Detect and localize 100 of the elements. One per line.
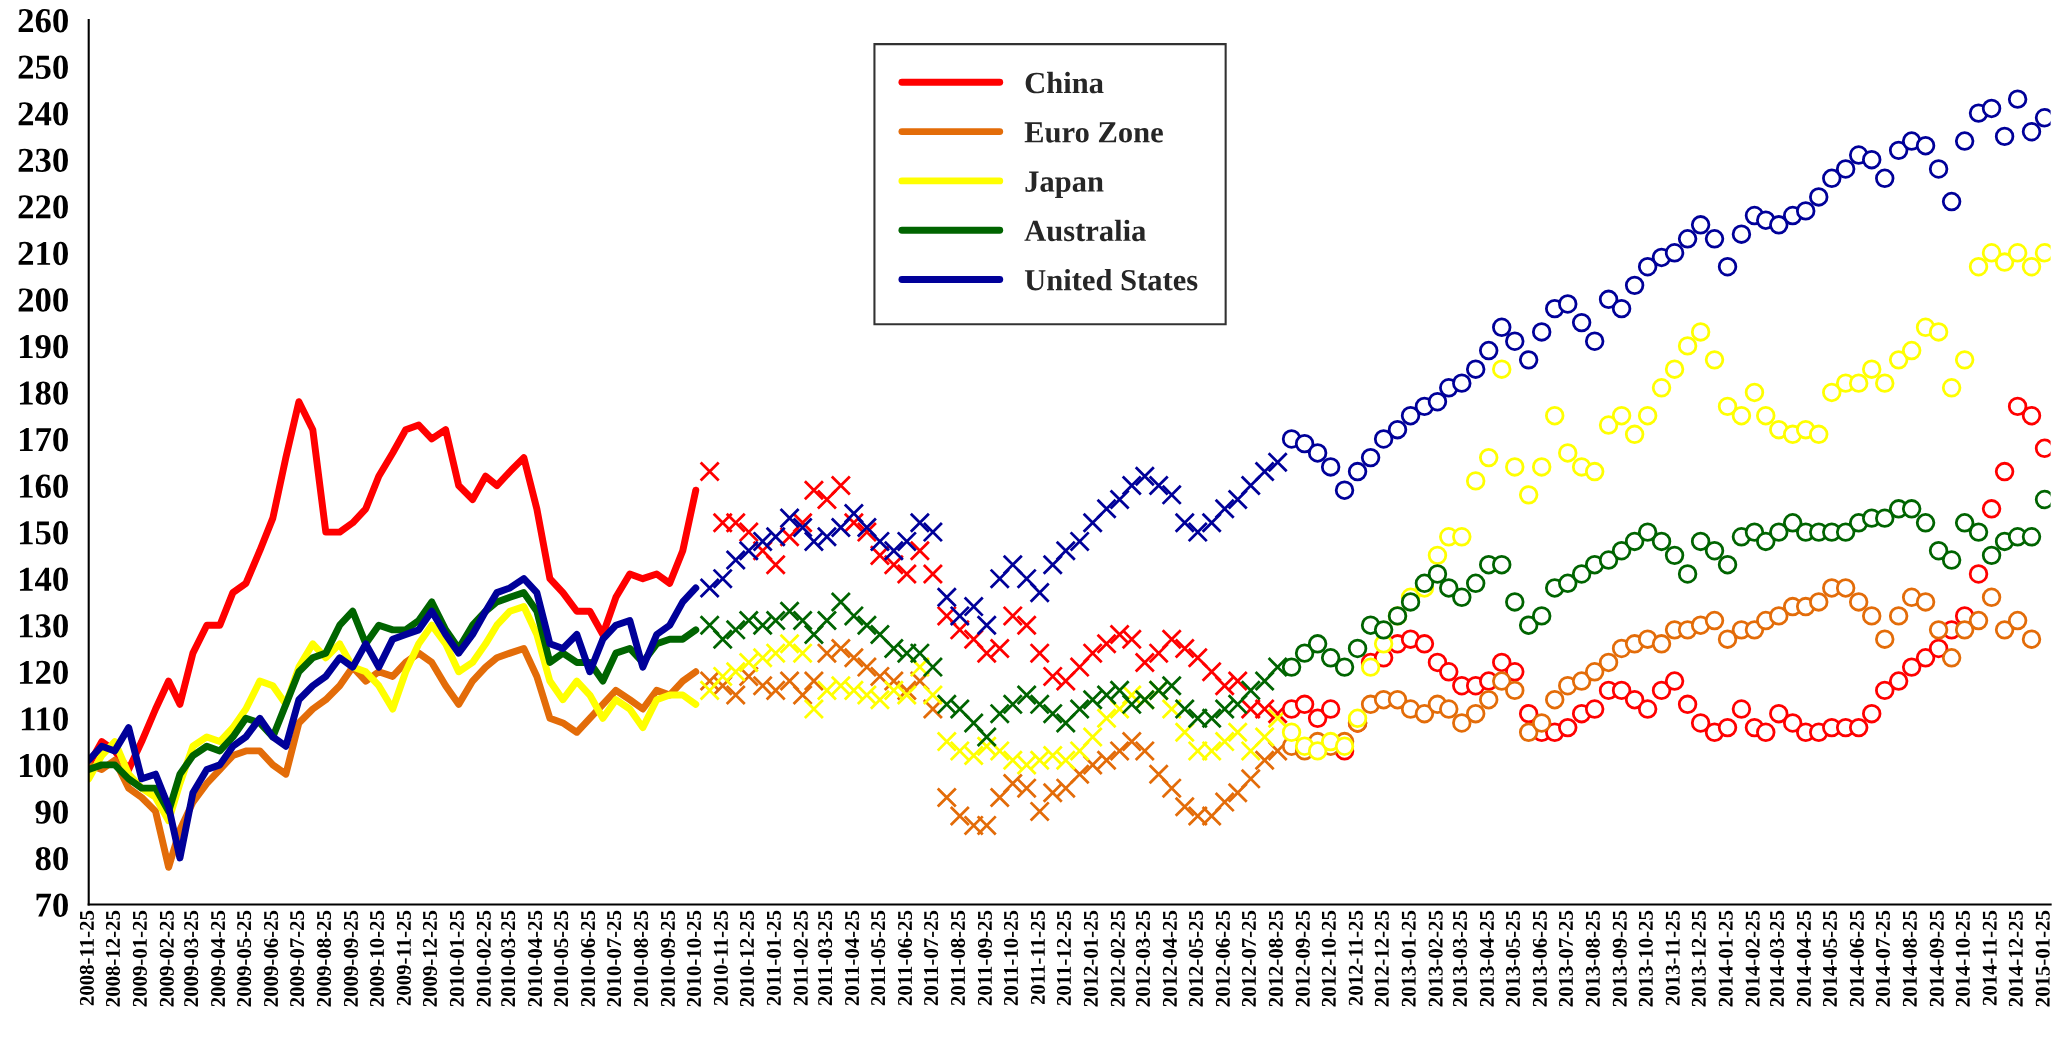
- x-tick-label: 2014-11-25: [1982, 910, 1997, 1006]
- x-tick-label: 2010-11-25: [713, 910, 728, 1006]
- x-tick-label: 2013-10-25: [1638, 910, 1653, 1007]
- x-tick-label: 2009-07-25: [290, 910, 305, 1007]
- x-tick-label: 2013-08-25: [1585, 910, 1600, 1007]
- x-tick-label: 2009-01-25: [132, 910, 147, 1007]
- x-tick-label: 2012-03-25: [1135, 910, 1150, 1007]
- x-tick-label: 2009-11-25: [396, 910, 411, 1006]
- x-tick-label: 2014-01-25: [1718, 910, 1733, 1007]
- x-tick-label: 2009-09-25: [343, 910, 358, 1007]
- y-tick-label: 180: [19, 381, 68, 405]
- x-tick-label: 2014-02-25: [1745, 910, 1760, 1007]
- x-tick-label: 2013-01-25: [1401, 910, 1416, 1007]
- y-tick-label: 200: [18, 288, 68, 312]
- legend-label: Australia: [1024, 219, 1146, 242]
- x-tick-label: 2008-11-25: [79, 910, 94, 1006]
- x-tick-label: 2012-05-25: [1188, 910, 1203, 1007]
- x-tick-label: 2012-02-25: [1110, 910, 1125, 1007]
- x-tick-label: 2014-04-25: [1796, 910, 1811, 1007]
- x-tick-label: 2008-12-25: [105, 910, 120, 1007]
- x-tick-label: 2009-08-25: [316, 910, 332, 1007]
- x-tick-label: 2011-04-25: [845, 910, 860, 1006]
- x-tick-label: 2012-10-25: [1321, 910, 1336, 1007]
- y-tick-label: 210: [18, 241, 68, 266]
- x-tick-label: 2012-08-25: [1268, 910, 1283, 1007]
- x-tick-label: 2010-02-25: [476, 910, 491, 1007]
- x-tick-label: 2014-10-25: [1955, 910, 1970, 1007]
- y-tick-label: 130: [19, 614, 68, 638]
- x-tick-label: 2013-04-25: [1479, 910, 1494, 1007]
- x-tick-label: 2010-05-25: [554, 910, 569, 1007]
- x-tick-label: 2012-07-25: [1241, 910, 1256, 1007]
- x-tick-label: 2011-10-25: [1003, 910, 1018, 1006]
- x-tick-label: 2010-09-25: [660, 910, 675, 1007]
- y-tick-label: 240: [18, 102, 68, 126]
- x-tick-label: 2010-08-25: [633, 910, 649, 1007]
- x-tick-label: 2015-01-25: [2035, 910, 2050, 1007]
- x-tick-label: 2010-04-25: [528, 910, 543, 1007]
- legend-label: Japan: [1025, 171, 1104, 199]
- y-tick-label: 170: [19, 427, 68, 452]
- x-tick-label: 2010-07-25: [607, 910, 622, 1007]
- x-tick-label: 2014-03-25: [1769, 910, 1784, 1007]
- x-tick-label: 2010-10-25: [686, 910, 701, 1007]
- y-tick-label: 230: [18, 148, 68, 173]
- x-tick-label: 2014-12-25: [2008, 910, 2023, 1007]
- x-tick-label: 2010-06-25: [580, 910, 596, 1007]
- x-tick-label: 2011-09-25: [977, 910, 992, 1006]
- x-tick-label: 2009-02-25: [159, 910, 174, 1007]
- x-tick-label: 2012-06-25: [1215, 910, 1230, 1007]
- x-tick-label: 2009-10-25: [369, 910, 384, 1007]
- legend-label: United States: [1024, 268, 1198, 291]
- x-tick-label: 2009-06-25: [263, 910, 279, 1007]
- x-tick-label: 2013-12-25: [1691, 910, 1706, 1007]
- y-tick-label: 250: [18, 55, 68, 79]
- x-tick-label: 2014-09-25: [1929, 910, 1944, 1007]
- x-tick-label: 2013-09-25: [1612, 910, 1627, 1007]
- x-tick-label: 2012-12-25: [1374, 910, 1389, 1007]
- x-tick-label: 2013-07-25: [1558, 910, 1573, 1007]
- x-tick-label: 2011-07-25: [924, 910, 939, 1006]
- x-tick-label: 2009-03-25: [184, 910, 199, 1007]
- x-tick-label: 2009-05-25: [237, 910, 252, 1007]
- x-tick-label: 2011-08-25: [950, 910, 966, 1006]
- y-tick-label: 110: [21, 707, 68, 731]
- x-tick-label: 2011-02-25: [793, 910, 808, 1006]
- x-tick-label: 2012-04-25: [1162, 910, 1177, 1007]
- x-tick-label: 2014-08-25: [1902, 910, 1917, 1007]
- y-tick-label: 260: [18, 8, 68, 33]
- x-tick-label: 2012-09-25: [1295, 910, 1310, 1007]
- x-tick-label: 2010-12-25: [739, 910, 754, 1007]
- x-tick-label: 2012-01-25: [1083, 910, 1098, 1007]
- x-tick-label: 2013-06-25: [1532, 910, 1547, 1007]
- x-tick-label: 2014-05-25: [1822, 910, 1837, 1007]
- x-tick-label: 2014-06-25: [1849, 910, 1864, 1007]
- x-tick-label: 2011-11-25: [1030, 910, 1045, 1005]
- x-tick-label: 2014-07-25: [1875, 910, 1890, 1007]
- x-tick-label: 2011-01-25: [766, 910, 781, 1006]
- x-tick-label: 2009-04-25: [211, 910, 226, 1007]
- y-tick-label: 120: [19, 660, 68, 685]
- x-tick-label: 2013-03-25: [1452, 910, 1467, 1007]
- x-tick-label: 2012-11-25: [1348, 910, 1363, 1006]
- x-tick-label: 2013-02-25: [1428, 910, 1443, 1007]
- y-tick-label: 80: [35, 846, 68, 871]
- y-tick-label: 160: [19, 474, 68, 498]
- x-tick-label: 2011-06-25: [897, 910, 913, 1006]
- y-tick-label: 70: [36, 893, 68, 917]
- y-tick-label: 220: [18, 195, 68, 219]
- x-tick-label: 2011-05-25: [871, 910, 886, 1006]
- y-tick-label: 140: [19, 567, 68, 592]
- y-tick-label: 90: [35, 800, 68, 824]
- x-tick-label: 2013-05-25: [1505, 910, 1520, 1007]
- y-tick-label: 150: [19, 521, 68, 545]
- legend-label: China: [1025, 71, 1104, 94]
- y-tick-label: 100: [19, 753, 68, 778]
- x-tick-label: 2009-12-25: [422, 910, 437, 1007]
- y-tick-label: 190: [19, 334, 68, 359]
- x-tick-label: 2010-01-25: [449, 910, 464, 1007]
- x-tick-label: 2010-03-25: [501, 910, 516, 1007]
- x-tick-label: 2011-12-25: [1056, 910, 1071, 1006]
- legend-label: Euro Zone: [1024, 122, 1163, 143]
- x-tick-label: 2011-03-25: [818, 910, 833, 1006]
- x-tick-label: 2013-11-25: [1665, 910, 1680, 1006]
